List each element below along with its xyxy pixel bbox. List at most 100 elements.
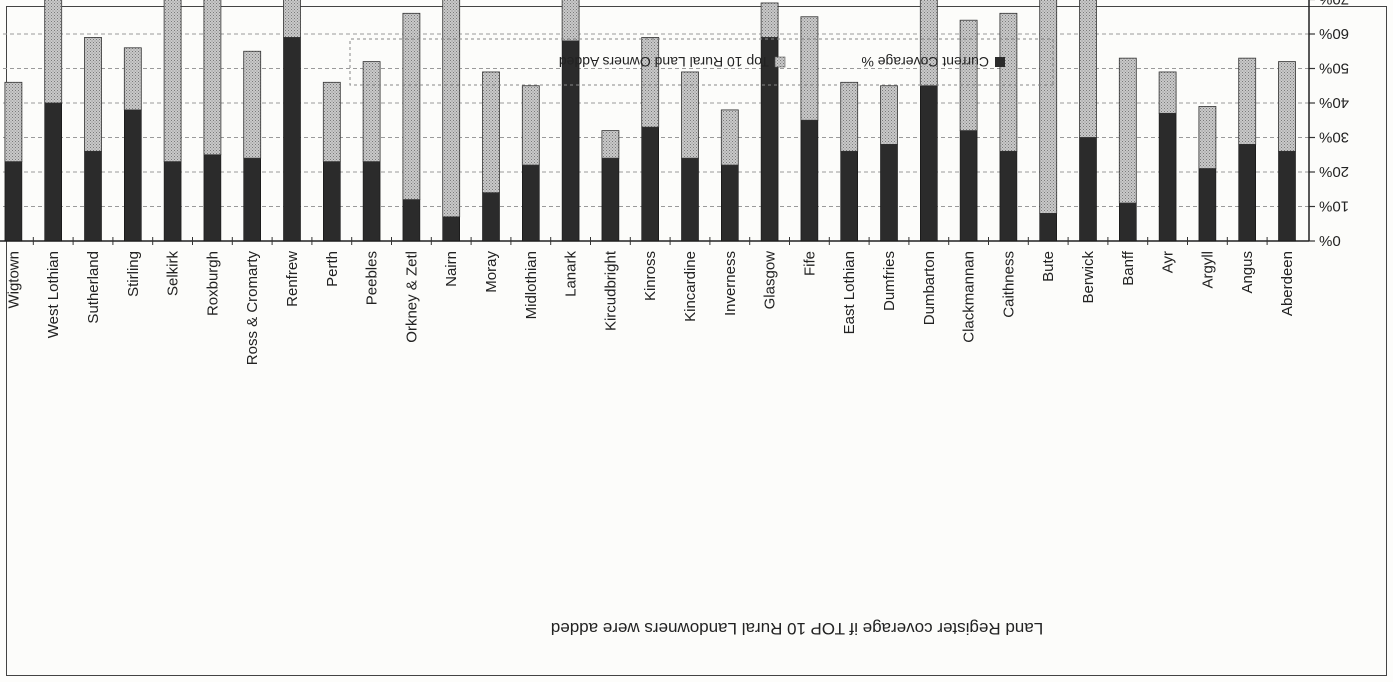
- bar-top10-added: [840, 81, 859, 152]
- bar-current-coverage: [1079, 137, 1097, 242]
- category-label: Dumbarton: [921, 251, 938, 325]
- y-tick-label: 70%: [1319, 0, 1349, 8]
- legend-box: [349, 38, 1054, 86]
- bar-current-coverage: [1238, 144, 1256, 242]
- category-label: Kincardine: [682, 251, 699, 322]
- category-label: Argyll: [1199, 251, 1216, 289]
- legend-swatch-added: [774, 56, 786, 68]
- bar-top10-added: [1118, 57, 1137, 204]
- bar-current-coverage: [521, 164, 540, 242]
- category-label: Caithness: [1000, 251, 1017, 318]
- bar-top10-added: [959, 19, 978, 131]
- bar-current-coverage: [919, 85, 938, 242]
- legend-swatch-current: [995, 57, 1005, 67]
- bar-current-coverage: [243, 157, 261, 242]
- bar-current-coverage: [442, 216, 461, 242]
- bar-current-coverage: [482, 192, 500, 242]
- bar-top10-added: [163, 0, 182, 163]
- y-tick-label: 60%: [1319, 25, 1349, 42]
- bar-current-coverage: [999, 151, 1018, 242]
- category-label: Selkirk: [165, 251, 182, 297]
- bar-current-coverage: [362, 161, 381, 242]
- category-label: Perth: [324, 251, 341, 287]
- bar-top10-added: [760, 2, 779, 38]
- y-tick-label: 0%: [1319, 232, 1341, 249]
- legend-label-added: Top 10 Rural Land Owners Added: [559, 54, 769, 70]
- bar-top10-added: [601, 130, 620, 159]
- bar-current-coverage: [561, 40, 580, 242]
- bar-current-coverage: [4, 161, 23, 242]
- category-label: Banff: [1120, 250, 1137, 286]
- y-tick-label: 30%: [1319, 129, 1349, 146]
- category-label: Renfrew: [284, 251, 301, 307]
- legend-label-current: Current Coverage %: [861, 54, 989, 70]
- category-label: Clackmannan: [961, 251, 978, 343]
- category-label: Kinross: [642, 251, 659, 301]
- bar-top10-added: [999, 12, 1018, 152]
- y-tick-label: 50%: [1319, 60, 1349, 77]
- bar-top10-added: [4, 81, 23, 163]
- bar-top10-added: [203, 0, 222, 156]
- bar-top10-added: [1198, 106, 1217, 169]
- bar-top10-added: [362, 61, 381, 163]
- bar-current-coverage: [283, 37, 301, 242]
- category-label: Bute: [1040, 251, 1057, 282]
- bar-top10-added: [482, 71, 500, 194]
- category-label: Nairn: [443, 251, 460, 287]
- bar-current-coverage: [601, 157, 620, 242]
- category-label: Ross & Cromarty: [244, 251, 261, 366]
- y-tick-label: 20%: [1319, 163, 1349, 180]
- category-label: Moray: [483, 251, 500, 293]
- category-label: Kircudbright: [602, 250, 619, 331]
- bar-top10-added: [84, 37, 102, 152]
- bar-current-coverage: [880, 144, 898, 242]
- bar-top10-added: [720, 109, 739, 166]
- bar-top10-added: [681, 71, 699, 159]
- bar-top10-added: [1278, 61, 1296, 152]
- category-label: Berwick: [1080, 251, 1097, 304]
- category-label: Roxburgh: [204, 251, 221, 316]
- bar-current-coverage: [44, 102, 62, 242]
- bar-top10-added: [561, 0, 580, 42]
- bar-top10-added: [402, 12, 421, 201]
- bar-top10-added: [243, 50, 262, 159]
- category-label: Lanark: [563, 251, 580, 297]
- category-label: Inverness: [722, 251, 739, 316]
- bar-top10-added: [1238, 57, 1257, 145]
- category-label: Glasgow: [762, 251, 779, 310]
- category-label: Dumfries: [881, 251, 898, 311]
- bar-current-coverage: [1278, 151, 1296, 242]
- category-label: Fife: [801, 251, 818, 276]
- bar-current-coverage: [1039, 213, 1058, 242]
- bar-current-coverage: [203, 154, 222, 242]
- category-label: East Lothian: [841, 251, 858, 334]
- category-label: West Lothian: [45, 251, 62, 338]
- bar-current-coverage: [402, 199, 421, 242]
- bar-current-coverage: [84, 151, 102, 242]
- bar-top10-added: [1079, 0, 1097, 138]
- category-label: Angus: [1239, 251, 1256, 294]
- bar-current-coverage: [163, 161, 182, 242]
- bar-current-coverage: [124, 109, 142, 242]
- category-label: Sutherland: [85, 251, 102, 324]
- bar-top10-added: [1158, 71, 1177, 114]
- bar-top10-added: [880, 85, 898, 145]
- bar-top10-added: [1039, 0, 1058, 214]
- category-label: Aberdeen: [1279, 251, 1296, 316]
- bar-current-coverage: [1118, 202, 1137, 242]
- bar-top10-added: [44, 0, 63, 104]
- bar-top10-added: [641, 37, 660, 128]
- category-label: Orkney & Zetl: [403, 251, 420, 343]
- category-label: Ayr: [1160, 251, 1177, 273]
- bar-current-coverage: [959, 130, 978, 242]
- category-label: Stirling: [125, 251, 142, 297]
- bar-top10-added: [123, 47, 142, 111]
- bar-current-coverage: [1198, 168, 1217, 242]
- bar-current-coverage: [323, 161, 341, 242]
- bar-current-coverage: [840, 151, 859, 242]
- bar-current-coverage: [800, 119, 819, 242]
- bar-top10-added: [283, 0, 301, 38]
- y-tick-label: 10%: [1319, 198, 1349, 215]
- chart-title: Land Register coverage if TOP 10 Rural L…: [551, 619, 1043, 638]
